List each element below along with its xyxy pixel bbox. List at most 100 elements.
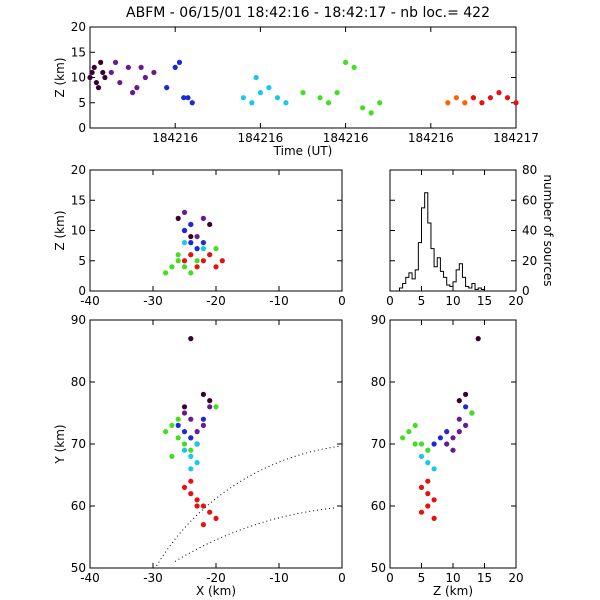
data-point (169, 453, 175, 459)
data-point (200, 522, 206, 528)
data-point (181, 447, 188, 453)
histogram-step (398, 192, 485, 291)
x-tick-label: -20 (206, 571, 226, 585)
data-point (125, 64, 131, 70)
data-point (188, 453, 194, 459)
y-tick-label: 60 (71, 499, 86, 513)
data-point (188, 478, 194, 484)
data-point (431, 497, 437, 503)
data-point (175, 258, 181, 264)
y-tick-label: 10 (71, 71, 86, 85)
histogram-bar (447, 285, 450, 291)
x-tick-label: 0 (338, 294, 346, 308)
data-point (188, 270, 194, 276)
data-point (437, 435, 443, 441)
data-point (181, 264, 188, 270)
data-point (450, 435, 456, 441)
data-point (175, 252, 181, 258)
data-point (444, 429, 450, 435)
y-tick-label: 90 (71, 313, 86, 327)
data-point (130, 90, 136, 96)
data-point (188, 491, 194, 497)
data-point (200, 258, 206, 264)
data-point (200, 240, 206, 246)
data-point (181, 95, 187, 101)
data-point (463, 422, 469, 428)
data-point (91, 64, 97, 70)
data-point (181, 240, 188, 246)
data-point (213, 515, 219, 522)
data-point (453, 95, 459, 101)
data-point (431, 515, 437, 522)
chart-title: ABFM - 06/15/01 18:42:16 - 18:42:17 - nb… (126, 5, 490, 21)
data-point (194, 503, 200, 509)
histogram-bar (425, 193, 428, 291)
data-point (188, 336, 194, 342)
data-point (175, 422, 181, 428)
x-tick-label: -30 (143, 294, 163, 308)
data-point (469, 410, 475, 416)
data-point (200, 416, 206, 422)
data-point (194, 258, 200, 264)
data-point (138, 64, 144, 70)
data-point (194, 246, 200, 252)
data-point (176, 59, 183, 65)
data-point (95, 85, 102, 91)
y-tick-label: 80 (71, 375, 86, 389)
data-point (188, 435, 194, 441)
x-tick-label: -10 (269, 571, 289, 585)
data-point (425, 491, 431, 497)
histogram-bar (475, 289, 478, 291)
data-point (194, 497, 200, 503)
x-axis-label: Z (km) (433, 584, 473, 598)
x-tick-label: 5 (418, 571, 426, 585)
y-tick-label: 20 (71, 163, 86, 177)
y-axis-label: Y (km) (53, 424, 67, 464)
data-point (181, 209, 188, 215)
data-point (117, 79, 123, 86)
histogram-bar (403, 283, 406, 291)
data-point (418, 484, 425, 490)
data-point (189, 100, 195, 106)
data-point (463, 404, 469, 410)
x-tick-label: 184216 (152, 131, 198, 145)
histogram-bar (481, 289, 484, 291)
data-point (487, 95, 494, 101)
histogram-bar (472, 283, 475, 291)
histogram-bar (434, 267, 437, 291)
y-tick-label: 20 (71, 20, 86, 34)
data-point (470, 95, 476, 101)
data-point (207, 398, 213, 404)
histogram-bar (453, 282, 456, 291)
data-point (175, 416, 181, 422)
data-point (351, 64, 357, 70)
y-axis-label: Z (km) (53, 210, 67, 250)
histogram-bar (444, 277, 447, 291)
histogram-bar (428, 223, 431, 291)
y-tick-label: 50 (71, 561, 86, 575)
plot-frame (89, 26, 517, 129)
data-point (274, 95, 281, 101)
range-ring (154, 445, 339, 569)
data-point (207, 252, 213, 258)
data-point (181, 441, 188, 447)
data-point (300, 90, 306, 96)
histogram-bar (459, 264, 462, 291)
data-point (188, 240, 194, 246)
data-point (219, 258, 225, 264)
x-tick-label: 10 (445, 571, 460, 585)
x-tick-label: 5 (418, 294, 426, 308)
x-tick-label: 184216 (323, 131, 369, 145)
histogram-bar (450, 286, 453, 291)
data-point (253, 74, 259, 81)
y-tick-label: 80 (522, 163, 537, 177)
data-point (175, 215, 181, 221)
data-point (185, 95, 191, 101)
data-point (504, 95, 511, 101)
data-point (108, 69, 114, 76)
data-point (181, 258, 188, 264)
altitude-vs-x-panel: -40 -30 -20 -10 0 0 5 10 15 20 Z (km) (53, 163, 346, 308)
data-point (194, 429, 200, 435)
